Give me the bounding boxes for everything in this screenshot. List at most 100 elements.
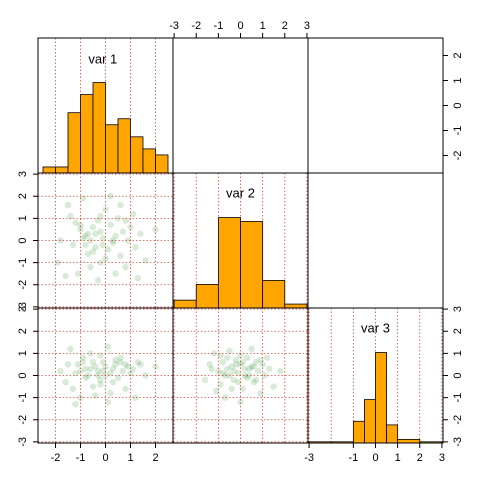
scatter-point — [102, 206, 109, 213]
x-axis-tick-label: 2 — [282, 20, 288, 32]
y-axis-tick-label: -2 — [17, 415, 29, 425]
scatter-point — [221, 394, 229, 401]
y-axis-tick-label: 1 — [452, 77, 464, 83]
scatter-point — [257, 390, 264, 397]
scatter-point — [109, 237, 117, 244]
y-axis-tick-label: -3 — [17, 302, 29, 312]
scatter-point — [107, 193, 114, 200]
scatter-point — [132, 243, 139, 251]
y-axis-tick-label: 0 — [17, 237, 29, 243]
scatter-point — [152, 226, 159, 233]
scatter-point — [97, 381, 104, 388]
scatter-point — [219, 359, 226, 366]
scatter-point — [137, 230, 144, 238]
y-axis-tick-label: -1 — [17, 258, 29, 268]
scatter-point — [67, 345, 74, 353]
scatter-point — [54, 259, 62, 266]
histogram-bar — [364, 399, 376, 444]
scatter-point — [270, 383, 277, 390]
y-axis-tick-label: 3 — [452, 306, 464, 312]
scatter-point — [215, 367, 222, 375]
histogram-bar — [386, 424, 399, 444]
scatter-point — [132, 394, 139, 401]
panel-frame — [172, 37, 309, 174]
scatter-points — [54, 193, 284, 408]
scatter-point — [94, 367, 102, 375]
histogram-bar — [262, 280, 286, 309]
scatter-point — [62, 378, 69, 386]
x-axis-tick-label: -3 — [304, 452, 314, 464]
scatter-point — [239, 359, 246, 366]
x-axis-tick-label: -2 — [191, 20, 201, 32]
scatter-point — [87, 365, 94, 373]
histogram-bar — [397, 438, 421, 444]
scatter-point — [122, 263, 129, 271]
scatter-point — [252, 376, 260, 384]
x-axis-tick-label: 0 — [372, 452, 378, 464]
y-axis-tick-label: 0 — [17, 372, 29, 378]
scatter-point — [97, 259, 104, 266]
scatter-point — [134, 274, 142, 282]
scatter-point — [72, 401, 79, 408]
scatter-point — [94, 217, 102, 224]
scatter-point — [261, 372, 269, 379]
scatter-point — [228, 363, 235, 370]
scatter-point — [79, 235, 87, 242]
x-axis-tick-label: 0 — [102, 452, 108, 464]
scatter-point — [79, 195, 87, 202]
scatter-point — [124, 363, 132, 370]
histogram-bar — [55, 166, 69, 174]
scatter-point — [237, 398, 244, 406]
scatter-point — [84, 250, 92, 257]
scatter-point — [237, 361, 244, 368]
scatter-point — [208, 365, 215, 373]
scatter-point — [248, 345, 255, 353]
scatter-point — [142, 257, 149, 264]
scatter-point — [259, 361, 266, 368]
scatter-point — [122, 361, 129, 368]
scatter-point — [109, 239, 117, 246]
scatter-point — [87, 350, 94, 357]
scatter-point — [226, 347, 233, 355]
y-axis-tick-label: -1 — [452, 126, 464, 136]
scatter-point — [57, 367, 64, 375]
scatter-point — [112, 356, 119, 364]
x-axis-tick-label: -3 — [169, 20, 179, 32]
x-axis-tick-label: 2 — [417, 452, 423, 464]
scatter-point — [72, 219, 79, 226]
y-axis-tick-label: 2 — [17, 193, 29, 199]
scatter-point — [94, 277, 102, 284]
scatter-point — [99, 235, 107, 242]
scatter-point — [224, 365, 231, 373]
y-axis-tick-label: 1 — [452, 350, 464, 356]
scatter-point — [114, 374, 122, 381]
scatter-point — [102, 372, 109, 379]
scatter-point — [250, 378, 257, 386]
y-axis-tick-label: 3 — [17, 306, 29, 312]
x-axis-tick-label: 0 — [237, 20, 243, 32]
histogram-bar — [92, 82, 106, 174]
scatter-point — [239, 385, 246, 392]
scatter-point — [82, 374, 89, 381]
panel-frame — [307, 37, 444, 174]
histogram-bar — [195, 284, 219, 309]
histogram-bar — [67, 112, 81, 174]
scatter-point — [82, 241, 89, 249]
scatter-point — [243, 374, 251, 381]
histogram-bar — [117, 118, 131, 174]
scatter-point — [77, 226, 84, 233]
scatter-point — [246, 372, 253, 379]
scatter-point — [74, 361, 82, 368]
scatter-point — [62, 272, 69, 280]
scatter-point — [246, 365, 253, 373]
scatter-point — [235, 370, 242, 377]
scatter-point — [87, 263, 94, 271]
panel-frame — [307, 172, 444, 309]
scatter-point — [92, 392, 99, 399]
y-axis-tick-label: 2 — [17, 328, 29, 334]
scatter-point — [228, 385, 235, 392]
x-axis-tick-label: 1 — [127, 452, 133, 464]
scatter-point — [99, 367, 107, 375]
histogram-bar — [155, 154, 169, 174]
scatter-point — [201, 376, 209, 384]
